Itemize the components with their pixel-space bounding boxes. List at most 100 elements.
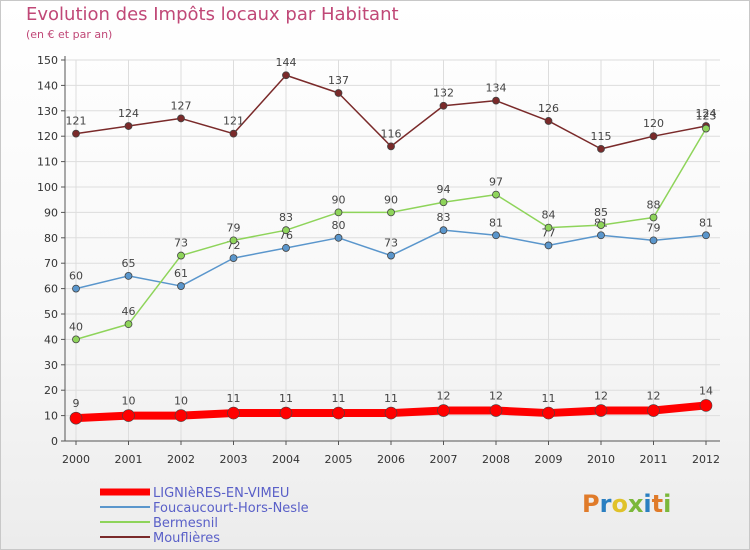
data-point — [544, 117, 553, 125]
y-tick-label: 50 — [44, 308, 58, 321]
data-label: 11 — [279, 392, 293, 405]
data-point — [334, 208, 343, 217]
data-label: 10 — [174, 395, 188, 408]
data-label: 94 — [437, 183, 451, 196]
data-point — [334, 233, 343, 242]
data-point — [332, 406, 345, 420]
data-point — [544, 223, 553, 232]
data-label: 88 — [647, 198, 661, 211]
data-label: 79 — [647, 221, 661, 234]
y-tick-label: 140 — [37, 79, 58, 92]
data-point — [594, 404, 608, 417]
data-label: 126 — [538, 102, 559, 115]
data-label: 73 — [384, 237, 398, 250]
x-tick-label: 2008 — [482, 453, 510, 466]
data-point — [72, 284, 80, 293]
data-label: 124 — [696, 107, 717, 120]
data-label: 60 — [69, 270, 83, 283]
x-tick-label: 2006 — [377, 453, 405, 466]
y-tick-label: 80 — [44, 232, 58, 245]
x-tick-label: 2001 — [115, 453, 143, 466]
data-point — [124, 122, 133, 130]
data-point — [334, 89, 343, 97]
data-point — [282, 71, 290, 80]
data-point — [229, 129, 238, 138]
data-point — [542, 406, 555, 420]
data-point — [439, 101, 448, 110]
data-point — [489, 404, 503, 417]
data-label: 12 — [647, 390, 661, 403]
data-label: 90 — [332, 193, 346, 206]
y-tick-label: 30 — [44, 359, 58, 372]
data-label: 137 — [328, 74, 349, 87]
x-tick-label: 2002 — [167, 453, 195, 466]
y-tick-label: 20 — [44, 384, 58, 397]
y-tick-label: 40 — [44, 333, 58, 346]
data-label: 73 — [174, 237, 188, 250]
data-point — [387, 208, 395, 217]
data-label: 12 — [437, 390, 451, 403]
data-point — [492, 190, 500, 199]
data-label: 61 — [174, 267, 188, 280]
legend-label: LIGNIèRES-EN-VIMEU — [153, 486, 289, 501]
x-tick-label: 2007 — [430, 453, 458, 466]
data-point — [702, 231, 710, 240]
x-tick-label: 2010 — [587, 453, 615, 466]
data-label: 65 — [122, 257, 136, 270]
data-point — [544, 241, 553, 250]
y-tick-label: 10 — [44, 410, 58, 423]
data-label: 81 — [489, 216, 503, 229]
data-label: 10 — [122, 395, 136, 408]
data-label: 121 — [66, 115, 87, 128]
y-tick-label: 130 — [37, 105, 58, 118]
data-label: 80 — [332, 219, 346, 232]
x-tick-label: 2003 — [220, 453, 248, 466]
data-label: 83 — [437, 211, 451, 224]
data-label: 12 — [489, 390, 503, 403]
x-tick-label: 2012 — [692, 453, 720, 466]
data-point — [492, 96, 500, 105]
data-point — [72, 335, 80, 344]
data-point — [387, 251, 395, 260]
data-point — [279, 406, 293, 420]
data-label: 124 — [118, 107, 139, 120]
y-tick-label: 90 — [44, 206, 58, 219]
data-point — [177, 114, 185, 123]
data-point — [229, 236, 238, 245]
x-tick-label: 2011 — [640, 453, 668, 466]
data-point — [282, 244, 290, 252]
data-label: 84 — [542, 209, 556, 222]
chart-subtitle: (en € et par an) — [26, 28, 113, 41]
data-point — [72, 129, 80, 138]
data-point — [437, 404, 450, 417]
y-tick-label: 60 — [44, 283, 58, 296]
data-label: 11 — [542, 392, 556, 405]
data-point — [69, 411, 83, 425]
data-point — [174, 409, 188, 422]
chart-title: Evolution des Impôts locaux par Habitant — [26, 4, 399, 25]
data-point — [702, 124, 710, 133]
data-point — [387, 142, 395, 151]
data-point — [699, 399, 713, 412]
data-point — [597, 144, 605, 153]
data-label: 85 — [594, 206, 608, 219]
data-label: 121 — [223, 115, 244, 128]
data-label: 77 — [542, 226, 556, 239]
data-label: 72 — [227, 239, 241, 252]
x-tick-label: 2004 — [272, 453, 300, 466]
data-label: 144 — [276, 56, 297, 69]
data-label: 127 — [171, 99, 192, 112]
x-tick-label: 2009 — [535, 453, 563, 466]
data-label: 123 — [696, 110, 717, 123]
proxiti-logo: Proxiti — [582, 490, 672, 518]
legend-label: Foucaucourt-Hors-Nesle — [153, 501, 309, 516]
data-label: 76 — [279, 229, 293, 242]
data-point — [177, 251, 185, 260]
data-point — [384, 406, 398, 420]
data-point — [439, 226, 448, 235]
y-tick-label: 70 — [44, 257, 58, 270]
data-point — [229, 254, 238, 263]
data-point — [227, 406, 240, 420]
data-label: 132 — [433, 87, 454, 100]
